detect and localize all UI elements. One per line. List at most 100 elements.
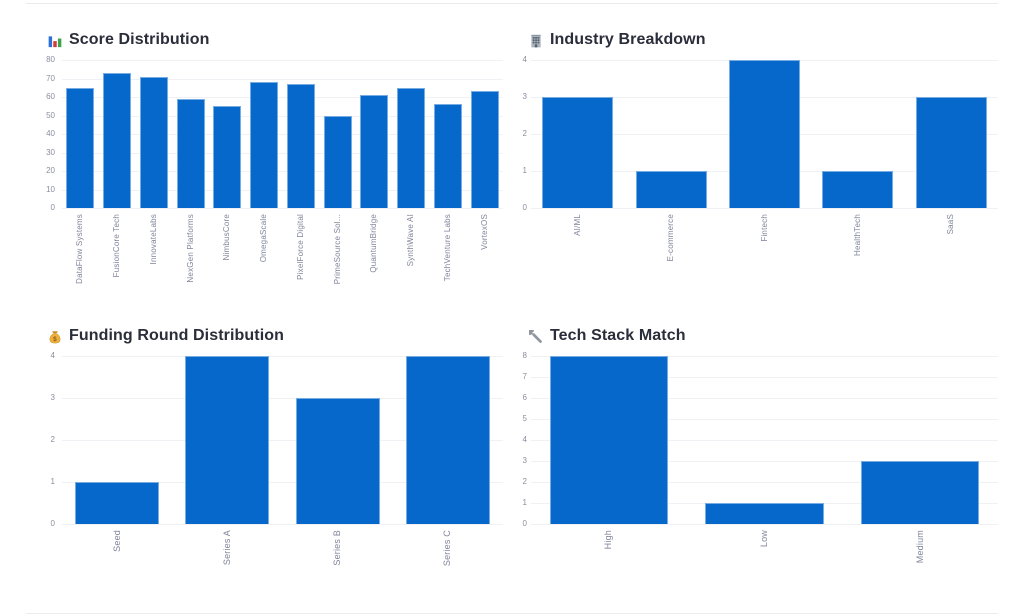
bar (915, 97, 987, 208)
gridline (531, 377, 998, 378)
bar-slot (430, 60, 467, 208)
bar-slot (209, 60, 246, 208)
x-slot: Series B (283, 524, 393, 572)
bar (705, 503, 824, 524)
y-axis: 0 1 2 3 4 (521, 56, 531, 212)
gridline (531, 482, 998, 483)
charts-grid: Score Distribution 0 10 20 30 40 50 60 70 80 Dat… (26, 30, 998, 572)
bar-slot (136, 60, 173, 208)
x-tick-label: SaaS (946, 214, 956, 235)
x-tick-label: Fintech (759, 214, 769, 242)
wrench-icon (529, 329, 543, 344)
bar (75, 482, 160, 524)
y-tick-label: 70 (46, 73, 55, 83)
bar-slot (356, 60, 393, 208)
x-slot: VortexOS (466, 208, 503, 280)
gridline (62, 97, 503, 98)
x-tick-label: HealthTech (852, 214, 862, 257)
bar-slot (283, 60, 320, 208)
bar-slot (99, 60, 136, 208)
bar (323, 115, 352, 208)
x-slot: Series C (393, 524, 503, 572)
x-slot: NimbusCore (209, 208, 246, 280)
x-tick-label: Seed (111, 530, 122, 552)
gridline (62, 171, 503, 172)
bar (139, 76, 168, 208)
bar-slot (624, 60, 717, 208)
bar-slot (687, 356, 843, 524)
bar (295, 398, 380, 524)
x-tick-label: AI/ML (572, 214, 582, 236)
bar-slot (393, 60, 430, 208)
gridline (531, 208, 998, 209)
dashboard: Score Distribution 0 10 20 30 40 50 60 70 80 Dat… (26, 30, 998, 572)
bar-slot (319, 60, 356, 208)
bar-slot (62, 356, 172, 524)
x-slot: OmegaScale (246, 208, 283, 280)
bar-slot (905, 60, 998, 208)
x-axis-labels: DataFlow Systems FusionCore Tech InnovateL… (62, 208, 503, 284)
x-slot: TechVenture Labs (430, 208, 467, 282)
y-tick-label: 1 (50, 477, 55, 486)
bar-chart-figure: 0 1 2 3 4 Seed Series A Series B Series C (26, 352, 503, 572)
x-slot: SynthWave AI (393, 208, 430, 280)
gridline (531, 398, 998, 399)
x-slot: Seed (62, 524, 172, 572)
gridline (62, 482, 503, 483)
y-tick-label: 4 (50, 351, 55, 360)
x-tick-label: Series A (221, 530, 232, 566)
gridline (62, 115, 503, 117)
bar (405, 356, 490, 524)
bar (397, 87, 426, 208)
chart-title: Industry Breakdown (529, 30, 998, 50)
y-tick-label: 2 (50, 435, 55, 444)
bar-slot (393, 356, 503, 524)
x-slot: PixelForce Digital (283, 208, 320, 280)
gridline (62, 208, 503, 209)
gridline (62, 152, 503, 154)
bar-slot (466, 60, 503, 208)
gridline (531, 440, 998, 441)
gridline (62, 189, 503, 191)
bar (635, 171, 707, 208)
y-tick-label: 5 (522, 414, 527, 423)
y-tick-label: 60 (46, 92, 55, 101)
chart-title: $ Funding Round Distribution (48, 326, 503, 346)
gridline (531, 524, 998, 525)
chart-title-text: Funding Round Distribution (69, 327, 284, 344)
y-axis-spacer (26, 208, 62, 280)
gridline (531, 461, 998, 462)
bottom-divider (26, 613, 998, 614)
bar (185, 356, 270, 524)
bar (433, 104, 462, 208)
x-tick-label: TechVenture Labs (442, 214, 452, 282)
x-slot: E-commerce (624, 208, 717, 280)
y-axis-spacer (26, 524, 62, 572)
plot-area (62, 60, 503, 209)
bar (542, 97, 614, 208)
x-tick-label: Low (759, 530, 769, 548)
bar (286, 84, 315, 208)
bar (861, 461, 980, 524)
y-tick-label: 0 (522, 519, 527, 528)
x-slot: SaaS (905, 208, 998, 280)
x-slot: NexGen Platforms (172, 208, 209, 283)
x-slot: Medium (842, 524, 998, 572)
bar-slot (811, 60, 904, 208)
chart-title-text: Score Distribution (69, 31, 210, 48)
y-tick-label: 0 (522, 203, 527, 212)
chart-card-tech-stack-match: Tech Stack Match 0 1 2 3 4 5 6 7 8 High Low Medium (521, 326, 998, 572)
bars (62, 60, 503, 208)
y-axis: 0 1 2 3 4 5 6 7 8 (521, 352, 531, 528)
x-slot: High (531, 524, 687, 572)
bar-slot (62, 60, 99, 208)
x-slot: Low (687, 524, 843, 572)
bar-slot (246, 60, 283, 208)
y-tick-label: 6 (522, 393, 527, 402)
x-tick-label: PixelForce Digital (295, 214, 305, 280)
x-tick-label: PrimeSource Sol... (332, 214, 342, 285)
y-tick-label: 2 (522, 477, 527, 486)
y-axis-spacer (521, 208, 531, 280)
y-tick-label: 20 (46, 166, 55, 175)
